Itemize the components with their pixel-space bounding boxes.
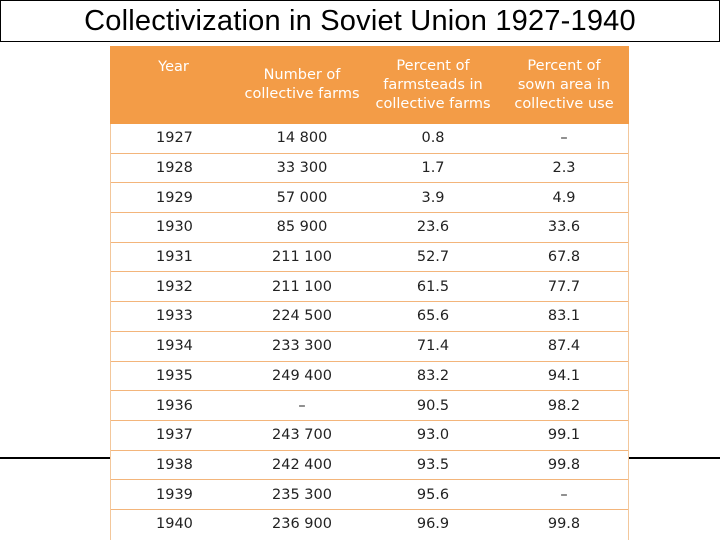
table-row: 1928 33 300 1.7 2.3: [110, 152, 629, 183]
header-line: Percent of: [396, 57, 470, 74]
farmsteads-percent-cell: 61.5: [367, 271, 499, 302]
farmsteads-percent-cell: 71.4: [367, 330, 499, 361]
sown-area-percent-cell: 2.3: [499, 152, 629, 183]
sown-area-percent-cell: 99.8: [499, 449, 629, 480]
sown-area-percent-header: Percent of sown area in collective use: [499, 46, 629, 124]
year-cell: 1933: [110, 301, 237, 332]
farmsteads-percent-cell: 3.9: [367, 182, 499, 213]
decorative-rule-left: [0, 457, 111, 459]
collective-farms-cell: 249 400: [237, 360, 367, 391]
collectivization-table-container: Year Number of collective farms Percent of f…: [110, 46, 629, 540]
header-line: Number of: [263, 67, 341, 83]
table-row: 1939 235 300 95.6–: [110, 479, 629, 510]
sown-area-percent-cell: 87.4: [499, 330, 629, 361]
year-cell: 1938: [110, 449, 237, 480]
farmsteads-percent-cell: 93.5: [367, 449, 499, 480]
year-cell: 1936: [110, 390, 237, 421]
table-row: 1934 233 300 71.4 87.4: [110, 330, 629, 361]
table-row: 1933 224 500 65.6 83.1: [110, 301, 629, 332]
collective-farms-cell: 235 300: [237, 479, 367, 510]
year-cell: 1937: [110, 419, 237, 451]
year-header: Year: [110, 46, 237, 124]
sown-area-percent-cell: 99.8: [499, 508, 629, 539]
table-row: 1930 85 900 23.6 33.6: [110, 212, 629, 243]
table-body: 1927 14 800 0.8–1928 33 300 1.7 2.3 1929 57 000…: [110, 124, 629, 539]
farmsteads-percent-cell: 1.7: [367, 152, 499, 183]
table-row: 1932 211 100 61.5 77.7: [110, 271, 629, 302]
header-line: collective farms: [375, 95, 491, 112]
table-row: 1931 211 100 52.7 67.8: [110, 241, 629, 272]
collective-farms-cell: 211 100: [237, 271, 367, 302]
collective-farms-cell: 33 300: [237, 152, 367, 183]
year-cell: 1934: [110, 330, 237, 361]
collective-farms-cell: 243 700: [237, 419, 367, 451]
farmsteads-percent-cell: 93.0: [367, 419, 499, 451]
year-cell: 1931: [110, 241, 237, 272]
farmsteads-percent-cell: 52.7: [367, 241, 499, 272]
header-line: farmsteads in: [383, 76, 483, 93]
slide-title: Collectivization in Soviet Union 1927-19…: [84, 4, 636, 37]
table-row: 1935 249 400 83.2 94.1: [110, 360, 629, 391]
slide-title-bar: Collectivization in Soviet Union 1927-19…: [0, 0, 720, 42]
header-line: collective use: [514, 95, 614, 112]
sown-area-percent-cell: 4.9: [499, 182, 629, 213]
farmsteads-percent-cell: 95.6: [367, 479, 499, 510]
table-row: 1936–90.5 98.2: [110, 390, 629, 421]
collective-farms-header: Number of collective farms: [237, 46, 367, 124]
table-header-row: Year Number of collective farms Percent of f…: [110, 46, 629, 124]
farmsteads-percent-cell: 83.2: [367, 360, 499, 391]
header-line: collective farms: [244, 86, 360, 102]
collective-farms-cell: 242 400: [237, 449, 367, 480]
sown-area-percent-cell: 33.6: [499, 212, 629, 243]
farmsteads-percent-cell: 0.8: [421, 130, 445, 147]
collective-farms-cell: 14 800: [276, 130, 328, 147]
year-cell: 1929: [110, 182, 237, 213]
sown-area-percent-cell: 94.1: [499, 360, 629, 391]
decorative-rule-right: [628, 457, 720, 459]
sown-area-percent-cell: 83.1: [499, 301, 629, 332]
year-cell: 1928: [110, 152, 237, 183]
table-row: 1938 242 400 93.5 99.8: [110, 449, 629, 480]
collective-farms-cell: 233 300: [237, 330, 367, 361]
sown-area-percent-cell: 99.1: [499, 419, 629, 451]
year-cell: 1935: [110, 360, 237, 391]
collective-farms-cell: –: [237, 390, 367, 421]
sown-area-percent-cell: 67.8: [499, 241, 629, 272]
year-cell: 1932: [110, 271, 237, 302]
table-row: 1927 14 800 0.8 –: [110, 124, 629, 153]
collective-farms-cell: 236 900: [237, 508, 367, 539]
collective-farms-cell: 57 000: [237, 182, 367, 213]
header-line: Percent of: [527, 57, 601, 74]
sown-area-percent-cell: –: [560, 130, 568, 147]
year-cell: 1940: [110, 508, 237, 539]
collectivization-table: Year Number of collective farms Percent of f…: [110, 46, 629, 539]
farmsteads-percent-cell: 96.9: [367, 508, 499, 539]
table-row: 1940 236 900 96.9 99.8: [110, 508, 629, 539]
sown-area-percent-cell: 77.7: [499, 271, 629, 302]
header-line: sown area in: [517, 76, 611, 93]
year-cell: 1930: [110, 212, 237, 243]
farmsteads-percent-cell: 90.5: [367, 390, 499, 421]
table-border-right: [628, 124, 629, 540]
year-cell: 1927: [156, 130, 193, 147]
header-line: Year: [158, 59, 189, 75]
collective-farms-cell: 224 500: [237, 301, 367, 332]
collective-farms-cell: 85 900: [237, 212, 367, 243]
year-cell: 1939: [110, 479, 237, 510]
sown-area-percent-cell: 98.2: [499, 390, 629, 421]
farmsteads-percent-header: Percent of farmsteads in collective farms: [367, 46, 499, 124]
farmsteads-percent-cell: 65.6: [367, 301, 499, 332]
farmsteads-percent-cell: 23.6: [367, 212, 499, 243]
collective-farms-cell: 211 100: [237, 241, 367, 272]
table-row: 1937 243 700 93.0 99.1: [110, 419, 629, 451]
table-border-left: [110, 124, 111, 540]
table-row: 1929 57 000 3.9 4.9: [110, 182, 629, 213]
sown-area-percent-cell: –: [499, 479, 629, 510]
